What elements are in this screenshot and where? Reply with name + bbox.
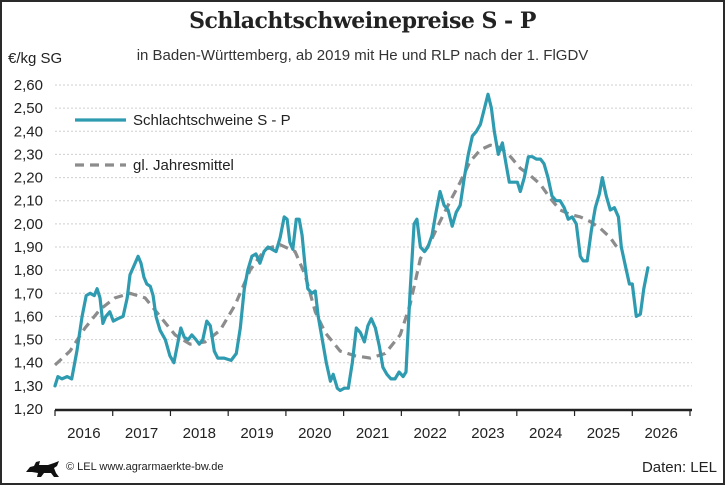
legend-label: Schlachtschweine S - P (133, 112, 291, 129)
chart-subtitle: in Baden-Württemberg, ab 2019 mit He und… (136, 47, 589, 64)
lion-logo-icon (26, 461, 59, 477)
y-tick-label: 1,90 (14, 239, 43, 256)
x-tick-label: 2018 (183, 425, 216, 442)
series-line-annual-mean (53, 143, 622, 367)
x-tick-label: 2026 (644, 425, 677, 442)
y-tick-label: 2,10 (14, 193, 43, 210)
y-tick-label: 2,50 (14, 100, 43, 117)
data-source: Daten: LEL (641, 459, 717, 476)
y-tick-label: 2,30 (14, 146, 43, 163)
copyright-text: © LEL www.agrarmaerkte-bw.de (66, 461, 224, 473)
y-tick-label: 2,60 (14, 77, 43, 94)
y-tick-label: 2,40 (14, 123, 43, 140)
x-tick-label: 2021 (356, 425, 389, 442)
y-tick-label: 1,50 (14, 332, 43, 349)
y-tick-label: 1,40 (14, 355, 43, 372)
x-tick-label: 2025 (587, 425, 620, 442)
x-tick-label: 2023 (471, 425, 504, 442)
x-tick-label: 2017 (125, 425, 158, 442)
y-tick-label: 1,20 (14, 401, 43, 418)
legend-label: gl. Jahresmittel (133, 157, 234, 174)
y-tick-label: 1,80 (14, 262, 43, 279)
y-tick-label: 2,20 (14, 170, 43, 187)
x-tick-label: 2022 (414, 425, 447, 442)
y-axis-label: €/kg SG (8, 50, 63, 67)
x-tick-label: 2019 (240, 425, 273, 442)
y-tick-label: 1,60 (14, 308, 43, 325)
x-tick-label: 2020 (298, 425, 331, 442)
x-tick-label: 2024 (529, 425, 562, 442)
y-tick-label: 2,00 (14, 216, 43, 233)
x-tick-label: 2016 (67, 425, 100, 442)
y-tick-label: 1,70 (14, 285, 43, 302)
series-line-prices (53, 92, 650, 393)
y-tick-label: 1,30 (14, 378, 43, 395)
chart-title: Schlachtschweinepreise S - P (189, 8, 536, 34)
